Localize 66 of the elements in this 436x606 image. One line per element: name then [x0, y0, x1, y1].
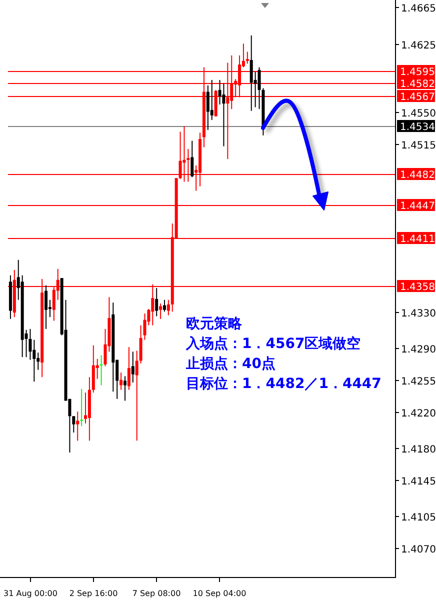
ref-label: 1.4582: [397, 77, 435, 90]
candlestick: [238, 54, 242, 98]
candlestick: [159, 302, 162, 320]
ref-label: 1.4358: [397, 280, 435, 293]
ref-line-label: 1.4534: [400, 122, 435, 133]
candlestick: [151, 284, 154, 326]
y-tick-label: 1.4145: [401, 476, 436, 488]
y-tick-label: 1.4180: [401, 444, 436, 456]
ref-label: 1.4447: [397, 199, 435, 212]
annotation: 止损点：40点: [185, 356, 276, 372]
candlestick: [166, 299, 170, 316]
ref-line-label: 1.4582: [400, 79, 435, 90]
candlestick: [155, 288, 158, 317]
ref-label: 1.4482: [397, 168, 435, 181]
x-tick-label: 10 Sep 04:00: [192, 589, 246, 598]
y-tick-label: 1.4105: [401, 512, 436, 524]
candlestick: [186, 148, 190, 182]
y-tick-label: 1.4290: [401, 344, 436, 356]
ref-line-label: 1.4567: [400, 92, 435, 103]
candlestick: [250, 34, 253, 112]
candlestick: [123, 376, 126, 402]
y-tick-label: 1.4550: [401, 108, 436, 120]
ref-line-label: 1.4595: [400, 67, 435, 78]
ref-label: 1.4595: [397, 65, 435, 78]
x-tick-label: 7 Sep 08:00: [132, 589, 181, 598]
ref-line-label: 1.4358: [400, 282, 435, 293]
candlestick: [80, 388, 84, 427]
y-tick-label: 1.4625: [401, 40, 436, 52]
candlestick: [127, 346, 130, 390]
candlestick: [32, 339, 36, 382]
candlestick: [100, 354, 103, 386]
y-tick-label: 1.4070: [401, 544, 436, 556]
y-tick-label: 1.4330: [401, 308, 436, 320]
candlestick: [226, 62, 230, 160]
y-tick-label: 1.4220: [401, 408, 436, 420]
candlestick: [206, 84, 210, 130]
candlestick: [162, 299, 166, 312]
candlestick: [182, 126, 186, 182]
candlestick: [28, 328, 32, 360]
candlestick: [72, 416, 76, 434]
annotation: 欧元策略: [186, 316, 243, 332]
candlestick: [190, 140, 194, 178]
candlestick: [230, 54, 234, 110]
y-tick-label: 1.4255: [401, 376, 436, 388]
ref-label: 1.4534: [397, 120, 435, 133]
candlestick: [246, 51, 249, 64]
annotation: 目标位：1．4482／1．4447: [186, 376, 382, 392]
candlestick: [76, 411, 80, 442]
candlestick: [44, 284, 48, 330]
y-tick-label: 1.4515: [401, 140, 436, 152]
x-tick-label: 2 Sep 16:00: [69, 589, 118, 598]
ref-label: 1.4411: [397, 232, 435, 245]
candlestick: [131, 351, 134, 384]
candlestick: [135, 350, 138, 442]
ref-line-label: 1.4482: [400, 170, 435, 181]
annotation: 入场点：1．4567区域做空: [185, 335, 361, 352]
candlestick: [84, 392, 88, 424]
ref-label: 1.4567: [397, 90, 435, 103]
candlestick: [120, 372, 123, 390]
y-tick-label: 1.4665: [401, 4, 436, 14]
ref-line-label: 1.4411: [400, 234, 435, 245]
x-tick-label: 31 Aug 00:00: [4, 589, 58, 598]
candlestick: [222, 83, 226, 147]
candlestick: [36, 352, 40, 370]
candlestick: [210, 79, 214, 120]
ref-line-label: 1.4447: [400, 201, 435, 212]
